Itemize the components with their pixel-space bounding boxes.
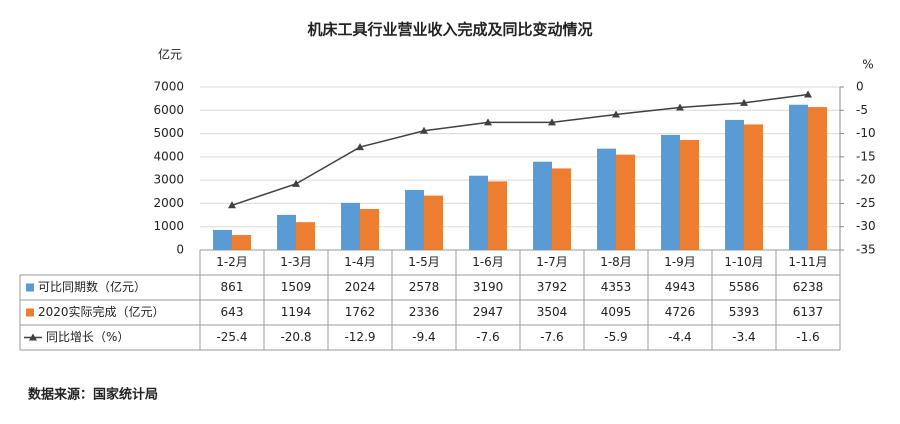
line-marker <box>548 118 556 126</box>
bar <box>405 189 424 250</box>
table-value: 5586 <box>729 280 760 294</box>
table-value: 2024 <box>345 280 376 294</box>
table-value: 6137 <box>793 305 824 319</box>
y2-tick-label: 0 <box>856 80 864 94</box>
bar <box>469 175 488 250</box>
x-tick-label: 1-7月 <box>536 255 568 269</box>
bar <box>424 195 443 250</box>
y-tick-label: 4000 <box>153 149 184 163</box>
bar <box>296 222 315 250</box>
bar <box>661 134 680 250</box>
legend-label: 2020实际完成（亿元） <box>38 304 165 319</box>
legend-label: 同比增长（%） <box>46 330 129 344</box>
y2-tick-label: -25 <box>856 196 876 210</box>
chart-title: 机床工具行业营业收入完成及同比变动情况 <box>307 21 592 39</box>
table-value: -9.4 <box>412 330 435 344</box>
bar <box>232 235 251 250</box>
table-value: -7.6 <box>476 330 499 344</box>
legend-swatch <box>26 308 34 317</box>
bar <box>789 104 808 250</box>
y2-tick-label: -30 <box>856 219 876 233</box>
y2-tick-label: -10 <box>856 126 876 140</box>
x-tick-label: 1-9月 <box>664 255 696 269</box>
table-value: 3504 <box>537 305 568 319</box>
table-value: 1762 <box>345 305 376 319</box>
line-marker <box>356 143 364 151</box>
table-value: -4.4 <box>668 330 691 344</box>
line-marker <box>484 118 492 126</box>
x-tick-label: 1-11月 <box>788 255 827 269</box>
y-tick-label: 0 <box>176 243 184 257</box>
table-value: -20.8 <box>280 330 311 344</box>
table-value: 3792 <box>537 280 568 294</box>
y2-tick-label: -20 <box>856 173 876 187</box>
line-marker <box>228 201 236 209</box>
x-tick-label: 1-6月 <box>472 255 504 269</box>
table-value: 643 <box>221 305 244 319</box>
x-tick-label: 1-2月 <box>216 255 248 269</box>
bar <box>616 154 635 250</box>
y-tick-label: 1000 <box>153 219 184 233</box>
legend-swatch <box>26 283 34 292</box>
table-value: 1194 <box>281 305 312 319</box>
table-value: -5.9 <box>604 330 627 344</box>
line-series <box>231 93 809 207</box>
table-value: -3.4 <box>732 330 755 344</box>
bar <box>213 229 232 250</box>
table-value: -12.9 <box>344 330 375 344</box>
table-value: -1.6 <box>796 330 819 344</box>
bar <box>552 168 571 250</box>
x-tick-label: 1-3月 <box>280 255 312 269</box>
y2-tick-label: -15 <box>856 149 876 163</box>
table-value: 2578 <box>409 280 440 294</box>
table-value: 4943 <box>665 280 696 294</box>
bar <box>725 119 744 251</box>
table-value: 5393 <box>729 305 760 319</box>
y-tick-label: 3000 <box>153 173 184 187</box>
bar <box>341 202 360 250</box>
legend-label: 可比同期数（亿元） <box>38 279 146 294</box>
y-tick-label: 6000 <box>153 103 184 117</box>
y2-axis-label: % <box>862 58 873 72</box>
table-value: 4353 <box>601 280 632 294</box>
y-axis-label: 亿元 <box>158 47 182 62</box>
x-tick-label: 1-8月 <box>600 255 632 269</box>
table-value: 1509 <box>281 280 312 294</box>
y-tick-label: 5000 <box>153 126 184 140</box>
bar <box>360 208 379 250</box>
table-value: -25.4 <box>216 330 247 344</box>
bar <box>277 214 296 250</box>
table-value: 4095 <box>601 305 632 319</box>
table-value: 4726 <box>665 305 696 319</box>
table-value: 2947 <box>473 305 504 319</box>
bar <box>533 161 552 250</box>
bar <box>744 124 763 250</box>
y2-tick-label: -35 <box>856 243 876 257</box>
table-value: 2336 <box>409 305 440 319</box>
line-marker <box>292 179 300 187</box>
y2-tick-label: -5 <box>856 103 868 117</box>
table-value: 861 <box>221 280 244 294</box>
line-marker <box>804 90 812 98</box>
table-value: -7.6 <box>540 330 563 344</box>
table-value: 6238 <box>793 280 824 294</box>
table-value: 3190 <box>473 280 504 294</box>
bar <box>680 139 699 250</box>
line-marker <box>612 110 620 118</box>
line-marker <box>676 103 684 111</box>
x-tick-label: 1-10月 <box>724 255 763 269</box>
bar <box>597 148 616 250</box>
bar <box>808 107 827 250</box>
y-tick-label: 2000 <box>153 196 184 210</box>
line-marker <box>420 126 428 134</box>
x-tick-label: 1-5月 <box>408 255 440 269</box>
line-marker <box>740 98 748 106</box>
legend-marker <box>29 333 37 341</box>
source-note: 数据来源：国家统计局 <box>28 387 158 403</box>
x-tick-label: 1-4月 <box>344 255 376 269</box>
bar <box>488 181 507 250</box>
y-tick-label: 7000 <box>153 80 184 94</box>
